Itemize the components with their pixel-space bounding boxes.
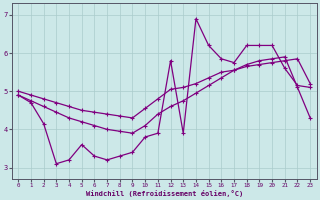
X-axis label: Windchill (Refroidissement éolien,°C): Windchill (Refroidissement éolien,°C) [85,190,243,197]
